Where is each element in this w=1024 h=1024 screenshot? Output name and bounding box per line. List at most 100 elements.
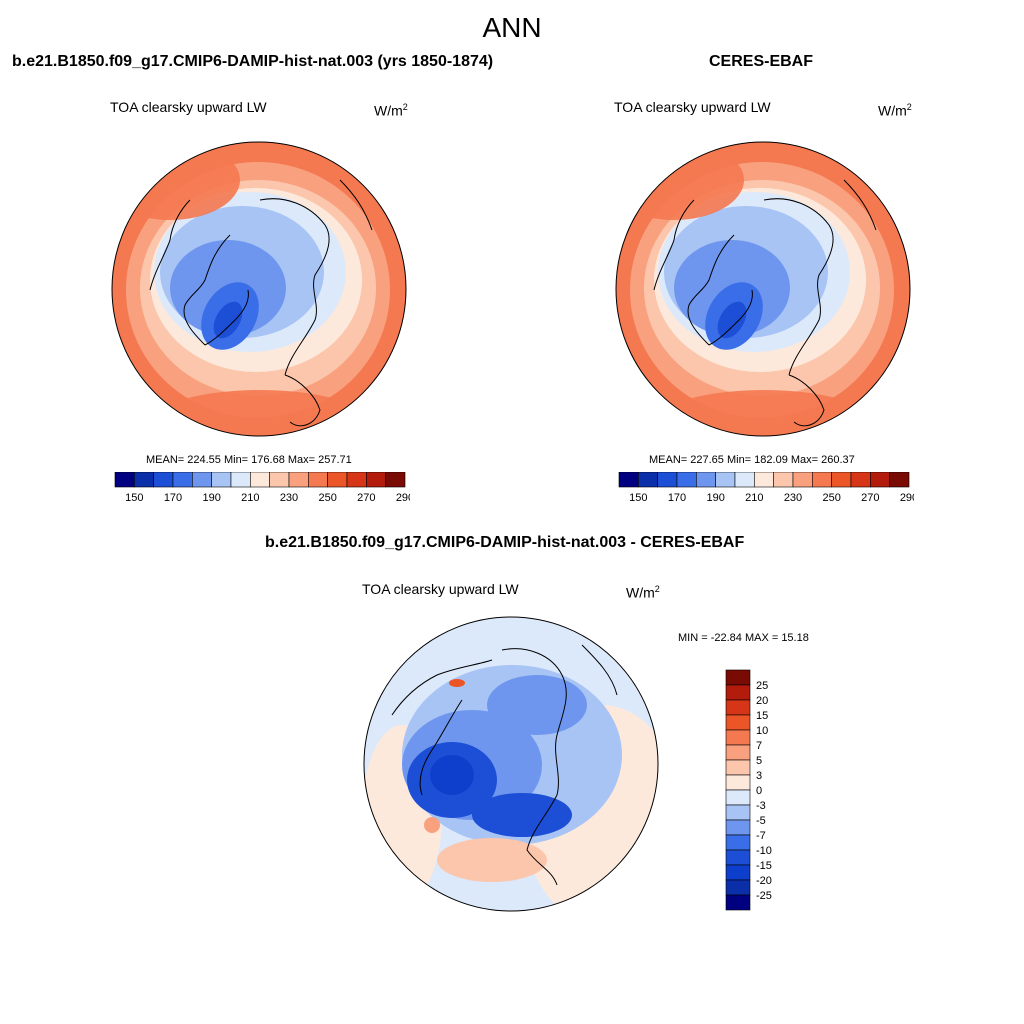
panel1-stats: MEAN= 224.55 Min= 176.68 Max= 257.71 [146,454,352,466]
panel2-polar-map [615,141,911,437]
colorbar-tick-label: 290 [396,492,410,504]
map-coastline [763,198,834,376]
colorbar-swatch [134,472,154,488]
map-coastline [687,234,735,346]
colorbar-tick-label: 250 [318,492,336,504]
colorbar-swatch [657,472,678,488]
main-title: ANN [482,12,542,43]
map-coastline [843,179,877,231]
colorbar-swatch [172,472,193,488]
colorbar-swatch [725,759,751,776]
colorbar-swatch [288,472,309,488]
map-boundary [363,616,659,912]
colorbar-swatch [725,789,751,806]
colorbar-swatch [192,472,212,488]
colorbar-swatch [870,472,890,488]
panel1-polar-map [111,141,407,437]
map-coastline [419,699,463,796]
colorbar-swatch [230,472,251,488]
colorbar-tick-label: 190 [706,492,724,504]
colorbar-tick-label: 0 [756,785,762,797]
map-contour-band [213,301,243,339]
colorbar-swatch [114,472,135,488]
map-coastline [204,289,249,346]
colorbar-swatch [725,819,751,836]
colorbar-tick-label: -10 [756,845,772,857]
colorbar-swatch [725,669,751,686]
panel2-colorbar: 150 170 190 210 230 250 270 290 [618,472,914,504]
map-contour-band [449,679,465,687]
map-coastline [501,648,567,796]
map-contour-band [437,838,547,882]
colorbar-tick-label: 290 [900,492,914,504]
colorbar-swatch [792,472,813,488]
colorbar-tick-label: 7 [756,740,762,752]
colorbar-swatch [725,774,751,791]
colorbar-swatch [773,472,794,488]
colorbar-swatch [850,472,871,488]
colorbar-swatch [715,472,736,488]
colorbar-swatch [831,472,852,488]
colorbar-swatch [308,472,328,488]
map-contour-band [472,793,572,837]
map-contour-band [487,675,587,735]
colorbar-tick-label: -3 [756,800,766,812]
colorbar-swatch [618,472,639,488]
map-coastline [581,644,618,696]
map-coastline [284,374,321,427]
panel1-title: b.e21.B1850.f09_g17.CMIP6-DAMIP-hist-nat… [12,53,494,70]
colorbar-swatch [385,472,406,488]
colorbar-tick-label: 10 [756,725,768,737]
colorbar-swatch [725,699,751,716]
map-coastline [526,794,558,886]
colorbar-tick-label: 230 [784,492,802,504]
colorbar-tick-label: -25 [756,890,772,902]
colorbar-swatch [327,472,348,488]
colorbar-tick-label: 190 [202,492,220,504]
map-boundary [615,141,911,437]
colorbar-tick-label: 3 [756,770,762,782]
colorbar-tick-label: -5 [756,815,766,827]
colorbar-swatch [638,472,658,488]
colorbar-swatch [725,849,751,866]
colorbar-swatch [889,472,910,488]
panel2-units: W/m2 [878,102,912,119]
colorbar-swatch [250,472,270,488]
map-coastline [259,198,330,376]
colorbar-tick-label: 5 [756,755,762,767]
panel3-variable-label: TOA clearsky upward LW [362,581,519,597]
colorbar-tick-label: -7 [756,830,766,842]
colorbar-tick-label: 25 [756,680,768,692]
colorbar-swatch [754,472,774,488]
map-coastline [788,374,825,427]
panel2-stats: MEAN= 227.65 Min= 182.09 Max= 260.37 [649,454,855,466]
panel3-polar-map [363,616,659,912]
panel1-variable-label: TOA clearsky upward LW [110,99,267,115]
panel1-colorbar: 150 170 190 210 230 250 270 290 [114,472,410,504]
colorbar-tick-label: -20 [756,875,772,887]
map-contour-band [430,755,474,795]
colorbar-tick-label: 210 [745,492,763,504]
colorbar-swatch [676,472,697,488]
colorbar-swatch [269,472,290,488]
colorbar-tick-label: 150 [629,492,647,504]
panel1-units: W/m2 [374,102,408,119]
colorbar-tick-label: 250 [822,492,840,504]
panel3-units: W/m2 [626,584,660,601]
colorbar-tick-label: 170 [164,492,182,504]
panel3-stats: MIN = -22.84 MAX = 15.18 [678,632,809,644]
map-coastline [653,199,695,291]
colorbar-tick-label: 210 [241,492,259,504]
colorbar-tick-label: 230 [280,492,298,504]
colorbar-tick-label: 15 [756,710,768,722]
map-coastline [183,234,231,346]
colorbar-swatch [696,472,716,488]
colorbar-swatch [725,879,751,896]
colorbar-swatch [725,894,751,911]
colorbar-tick-label: 150 [125,492,143,504]
panel3-title: b.e21.B1850.f09_g17.CMIP6-DAMIP-hist-nat… [265,534,745,551]
colorbar-tick-label: 270 [861,492,879,504]
colorbar-swatch [725,804,751,821]
colorbar-swatch [725,714,751,731]
colorbar-swatch [734,472,755,488]
